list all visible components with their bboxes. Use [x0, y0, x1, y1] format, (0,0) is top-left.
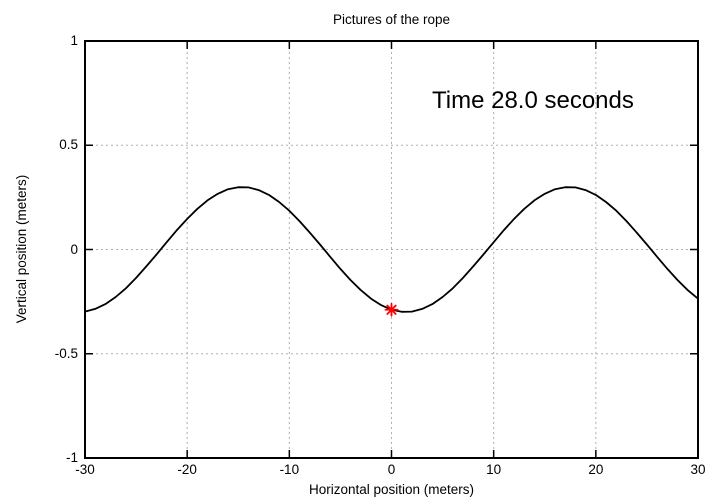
time-annotation: Time 28.0 seconds [432, 87, 634, 114]
x-axis-label: Horizontal position (meters) [308, 482, 475, 497]
marker-asterisk [384, 302, 399, 317]
x-tick-label: -20 [177, 462, 197, 477]
x-tick-label: 0 [387, 462, 396, 477]
x-tick-label: 10 [486, 462, 502, 477]
y-tick-label: 0.5 [59, 137, 78, 153]
y-tick-label: -1 [65, 450, 78, 465]
x-tick-label: 30 [690, 462, 706, 477]
y-tick-label: 1 [70, 33, 78, 48]
chart-title: Pictures of the rope [332, 12, 451, 27]
y-tick-label: 0 [70, 241, 78, 257]
x-tick-label: 20 [588, 462, 604, 477]
plot-border [84, 40, 699, 459]
x-tick-label: -30 [75, 462, 95, 477]
x-tick-label: -10 [279, 462, 300, 477]
y-tick-label: -0.5 [54, 345, 78, 361]
